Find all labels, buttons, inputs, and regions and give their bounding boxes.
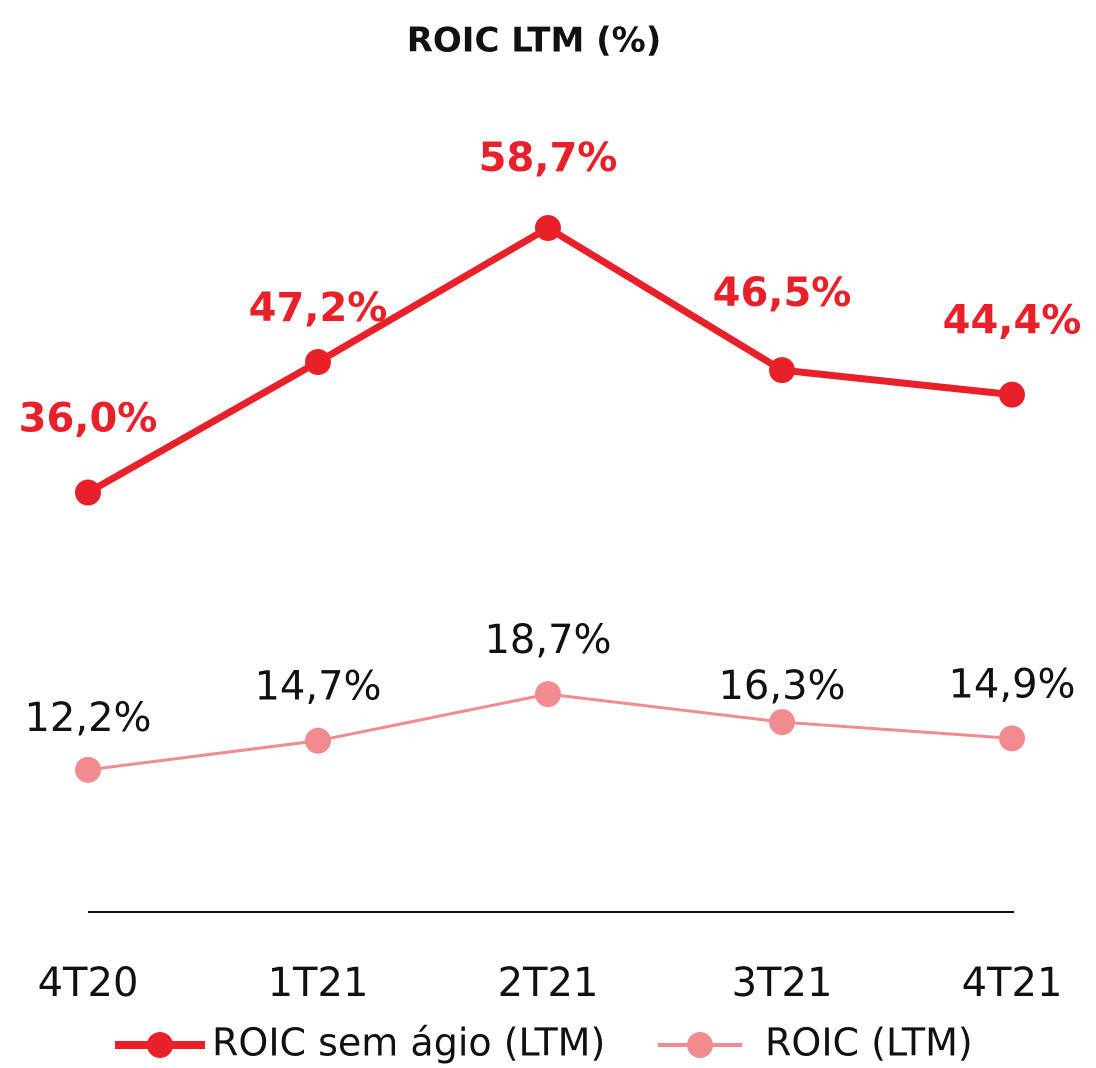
series-line (86, 224, 1013, 496)
legend-marker (147, 1032, 173, 1058)
legend-label: ROIC (LTM) (765, 1021, 973, 1065)
point (769, 709, 795, 736)
point (999, 381, 1025, 408)
point (769, 357, 795, 384)
x-tick-label: 1T21 (268, 960, 369, 1006)
x-tick-label: 4T20 (38, 960, 139, 1006)
point (305, 727, 331, 754)
value-label: 47,2% (249, 285, 388, 331)
point (75, 479, 101, 506)
point (535, 681, 561, 708)
x-tick-label: 2T21 (498, 960, 599, 1006)
point (305, 349, 331, 376)
legend-marker (687, 1032, 713, 1058)
value-label: 18,7% (484, 617, 611, 663)
chart-title: ROIC LTM (%) (407, 21, 662, 61)
value-label: 46,5% (713, 270, 852, 316)
value-label: 16,3% (718, 663, 845, 709)
point (535, 215, 561, 241)
value-label: 14,9% (948, 661, 1075, 707)
point (999, 725, 1025, 752)
x-tick-label: 3T21 (732, 960, 833, 1006)
value-label: 12,2% (24, 695, 151, 741)
value-label: 36,0% (19, 396, 158, 442)
point (75, 756, 101, 783)
legend-label: ROIC sem ágio (LTM) (212, 1021, 605, 1065)
value-label: 14,7% (254, 664, 381, 710)
value-label: 44,4% (943, 298, 1082, 344)
x-tick-label: 4T21 (962, 960, 1063, 1006)
value-label: 58,7% (479, 135, 618, 181)
